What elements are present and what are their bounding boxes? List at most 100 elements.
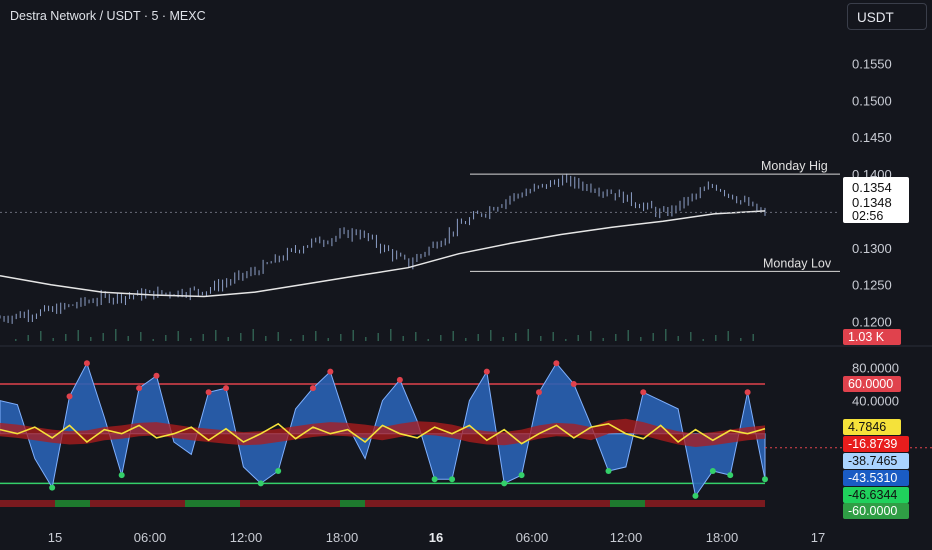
oscillator-axis-tick: 40.0000 bbox=[852, 394, 899, 409]
volume-bar bbox=[577, 335, 579, 341]
value-badge-3: -38.7465 bbox=[848, 454, 897, 468]
oscillator-extreme-dot bbox=[709, 468, 716, 474]
time-axis-tick: 06:00 bbox=[516, 530, 549, 545]
time-axis-tick: 18:00 bbox=[326, 530, 359, 545]
time-axis-tick: 15 bbox=[48, 530, 62, 545]
volume-bar bbox=[77, 330, 79, 341]
monday-level-label: Monday Hig bbox=[761, 159, 828, 173]
volume-bar bbox=[65, 334, 67, 341]
volume-bar bbox=[540, 336, 542, 341]
volume-bar bbox=[290, 339, 292, 341]
value-badge-5-bg bbox=[843, 487, 909, 503]
oscillator-extreme-dot bbox=[309, 385, 316, 392]
upper-level-badge-bg bbox=[843, 376, 901, 392]
oscillator-extreme-dot bbox=[83, 360, 90, 367]
oscillator-extreme-dot bbox=[762, 476, 768, 483]
volume-bar bbox=[215, 330, 217, 341]
volume-bar bbox=[465, 338, 467, 341]
value-badge-1: 4.7846 bbox=[848, 420, 886, 434]
volume-bar bbox=[402, 336, 404, 341]
lower-level-badge: -60.0000 bbox=[848, 504, 897, 518]
volume-bar bbox=[390, 329, 392, 341]
last-price-label: 0.1348 bbox=[852, 195, 892, 210]
volume-bar bbox=[277, 332, 279, 341]
volume-bar bbox=[115, 329, 117, 341]
volume-bar bbox=[327, 338, 329, 341]
value-badge-5: -46.6344 bbox=[848, 488, 897, 502]
countdown-label: 02:56 bbox=[852, 209, 883, 223]
volume-bar bbox=[502, 337, 504, 341]
signal-band bbox=[0, 418, 765, 447]
oscillator-extreme-dot bbox=[570, 381, 577, 387]
time-axis-tick: 17 bbox=[811, 530, 825, 545]
trend-bar-segment bbox=[645, 500, 765, 507]
volume-bar bbox=[365, 337, 367, 341]
oscillator-extreme-dot bbox=[153, 372, 160, 379]
oscillator-extreme-dot bbox=[275, 468, 282, 474]
chart-title: Destra Network / USDT · 5 · MEXC bbox=[10, 9, 206, 23]
oscillator-extreme-dot bbox=[553, 360, 560, 367]
time-axis-tick: 18:00 bbox=[706, 530, 739, 545]
oscillator-extreme-dot bbox=[449, 476, 456, 483]
oscillator-extreme-dot bbox=[431, 476, 438, 483]
volume-bar bbox=[715, 335, 717, 341]
monday-level-label: Monday Lov bbox=[763, 256, 832, 270]
volume-bar bbox=[252, 329, 254, 341]
volume-bar bbox=[15, 339, 17, 341]
price-axis-tick: 0.1450 bbox=[852, 130, 892, 145]
time-axis-tick: 16 bbox=[429, 530, 443, 545]
volume-bar bbox=[415, 332, 417, 341]
volume-bar bbox=[152, 339, 154, 341]
trend-bar-segment bbox=[240, 500, 340, 507]
volume-bar bbox=[190, 338, 192, 341]
oscillator-extreme-dot bbox=[692, 492, 699, 499]
volume-bar bbox=[727, 331, 729, 341]
volume-bar bbox=[102, 333, 104, 341]
volume-bar bbox=[477, 334, 479, 341]
volume-bar bbox=[640, 337, 642, 341]
oscillator-axis-tick: 80.0000 bbox=[852, 360, 899, 375]
volume-bar bbox=[652, 333, 654, 341]
oscillator-extreme-dot bbox=[223, 385, 230, 392]
volume-bar bbox=[665, 329, 667, 341]
fast-line bbox=[0, 422, 766, 445]
value-badge-2-bg bbox=[843, 436, 909, 452]
volume-bar bbox=[377, 333, 379, 341]
volume-bar bbox=[27, 335, 29, 341]
volume-bar bbox=[227, 337, 229, 341]
volume-label: 1.03 K bbox=[848, 330, 885, 344]
price-axis-tick: 0.1250 bbox=[852, 278, 892, 293]
oscillator-extreme-dot bbox=[535, 389, 542, 396]
oscillator-extreme-dot bbox=[205, 389, 212, 396]
trend-bar-segment bbox=[365, 500, 610, 507]
price-axis-tick: 0.1500 bbox=[852, 93, 892, 108]
currency-button[interactable]: USDT bbox=[847, 3, 927, 30]
volume-bar bbox=[302, 335, 304, 341]
trend-bar-segment bbox=[0, 500, 55, 507]
volume-bar bbox=[677, 336, 679, 341]
volume-bar bbox=[490, 330, 492, 341]
volume-label-bg bbox=[843, 329, 901, 345]
volume-bar bbox=[177, 331, 179, 341]
volume-bar bbox=[565, 339, 567, 341]
upper-level-badge: 60.0000 bbox=[848, 377, 893, 391]
volume-bar bbox=[202, 334, 204, 341]
oscillator-extreme-dot bbox=[136, 385, 143, 392]
trend-bar-segment bbox=[340, 500, 365, 507]
volume-bar bbox=[740, 338, 742, 341]
oscillator-extreme-dot bbox=[605, 468, 612, 474]
moving-average-line bbox=[0, 210, 766, 298]
oscillator-extreme-dot bbox=[744, 389, 751, 396]
oscillator-extreme-dot bbox=[483, 368, 490, 375]
volume-bar bbox=[527, 329, 529, 341]
volume-bar bbox=[127, 336, 129, 341]
time-axis-tick: 12:00 bbox=[230, 530, 263, 545]
volume-bar bbox=[140, 332, 142, 341]
value-badge-4: -43.5310 bbox=[848, 471, 897, 485]
oscillator-extreme-dot bbox=[396, 376, 403, 383]
value-badge-1-bg bbox=[843, 419, 901, 435]
volume-bar bbox=[427, 339, 429, 341]
trend-bar-segment bbox=[90, 500, 185, 507]
volume-bar bbox=[240, 333, 242, 341]
